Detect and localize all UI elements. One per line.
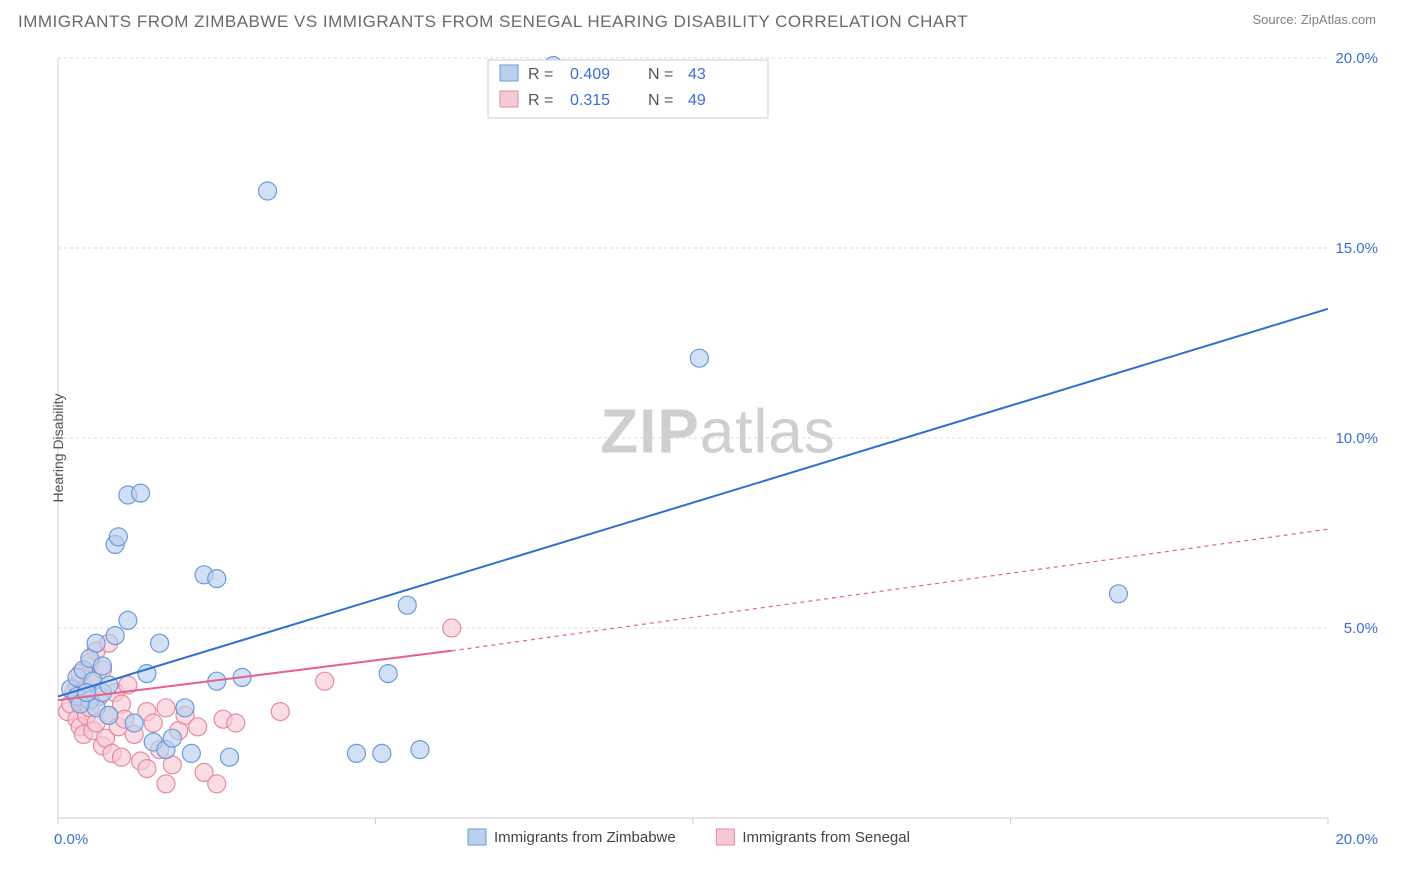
data-point [163,729,181,747]
data-point [208,775,226,793]
data-point [271,703,289,721]
chart-title: IMMIGRANTS FROM ZIMBABWE VS IMMIGRANTS F… [18,12,968,32]
legend-series-label: Immigrants from Zimbabwe [494,829,676,846]
trend-line [58,309,1328,697]
data-point [227,714,245,732]
data-point [144,714,162,732]
legend-r-value: 0.315 [570,92,610,109]
data-point [93,657,111,675]
data-point [347,744,365,762]
legend-n-label: N = [648,66,673,83]
legend-swatch [468,829,486,845]
data-point [411,741,429,759]
x-tick-label: 20.0% [1335,831,1378,848]
data-point [373,744,391,762]
chart-area: Hearing Disability ZIPatlas 0.0%20.0%5.0… [48,48,1388,848]
legend-n-value: 49 [688,92,706,109]
trend-line-dash [452,529,1328,651]
data-point [189,718,207,736]
data-point [443,619,461,637]
legend-r-value: 0.409 [570,66,610,83]
legend-series-label: Immigrants from Senegal [742,829,910,846]
chart-svg: 0.0% 20.0% 5.0% 10.0% 15.0% 20.0% R = 0.409 N = 4… [48,48,1388,848]
legend-n-label: N = [648,92,673,109]
data-point [119,611,137,629]
y-tick-label: 10.0% [1335,430,1378,447]
legend-r-label: R = [528,66,553,83]
legend-r-label: R = [528,92,553,109]
y-tick-label: 15.0% [1335,240,1378,257]
data-point [220,748,238,766]
data-point [1109,585,1127,603]
title-bar: IMMIGRANTS FROM ZIMBABWE VS IMMIGRANTS F… [0,0,1406,36]
legend-swatch [716,829,734,845]
y-axis-label: Hearing Disability [50,394,66,503]
data-point [125,714,143,732]
data-point [87,634,105,652]
data-point [379,665,397,683]
data-point [100,706,118,724]
data-point [259,182,277,200]
data-point [208,570,226,588]
data-point [132,484,150,502]
y-tick-label: 20.0% [1335,50,1378,67]
data-point [157,775,175,793]
y-tick-label: 5.0% [1344,620,1378,637]
data-point [106,627,124,645]
source-label: Source: ZipAtlas.com [1252,12,1376,27]
data-point [113,748,131,766]
data-point [151,634,169,652]
data-point [109,528,127,546]
data-point [690,349,708,367]
data-point [182,744,200,762]
data-point [398,596,416,614]
data-point [316,672,334,690]
x-tick-label: 0.0% [54,831,88,848]
data-point [176,699,194,717]
legend-swatch [500,91,518,107]
legend-swatch [500,65,518,81]
data-point [138,760,156,778]
data-point [157,699,175,717]
legend-n-value: 43 [688,66,706,83]
